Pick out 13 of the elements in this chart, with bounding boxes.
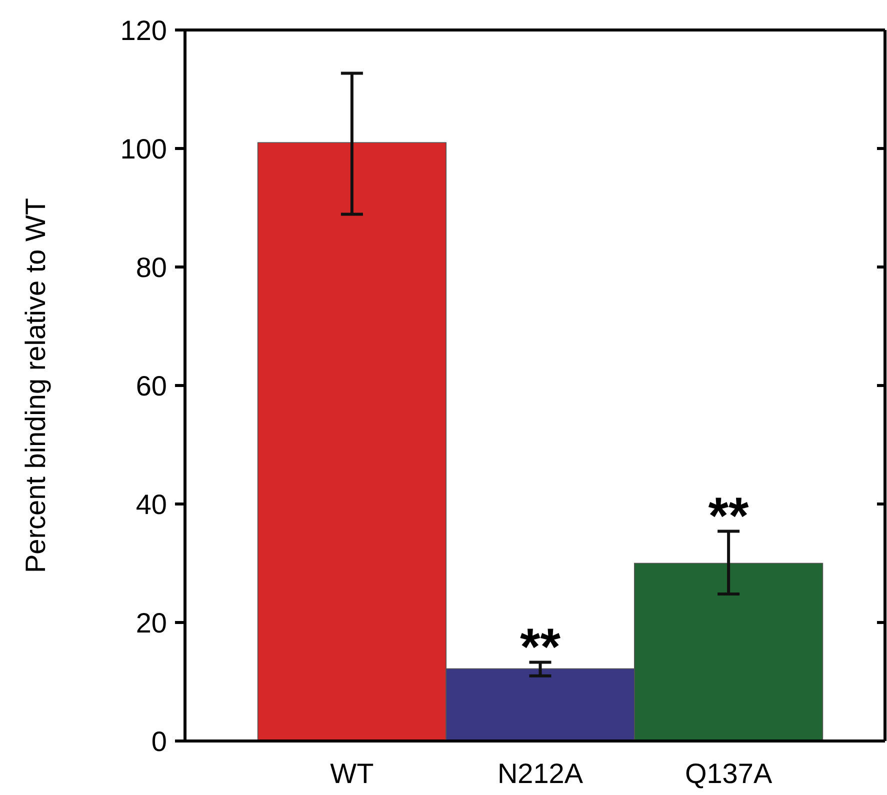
x-tick-label: WT xyxy=(330,758,374,789)
x-tick-label: N212A xyxy=(497,758,584,789)
y-tick-label: 20 xyxy=(136,607,167,638)
y-tick-label: 60 xyxy=(136,370,167,402)
y-tick-label: 120 xyxy=(120,14,167,46)
annotation: ** xyxy=(520,618,562,677)
y-tick-label: 0 xyxy=(151,726,167,757)
x-tick-label: Q137A xyxy=(684,758,772,789)
annotation: ** xyxy=(708,488,750,546)
y-tick-label: 100 xyxy=(120,133,167,164)
y-tick-label: 40 xyxy=(136,488,167,520)
y-tick-label: 80 xyxy=(136,252,167,283)
y-axis-title: Percent binding relative to WT xyxy=(20,198,51,574)
